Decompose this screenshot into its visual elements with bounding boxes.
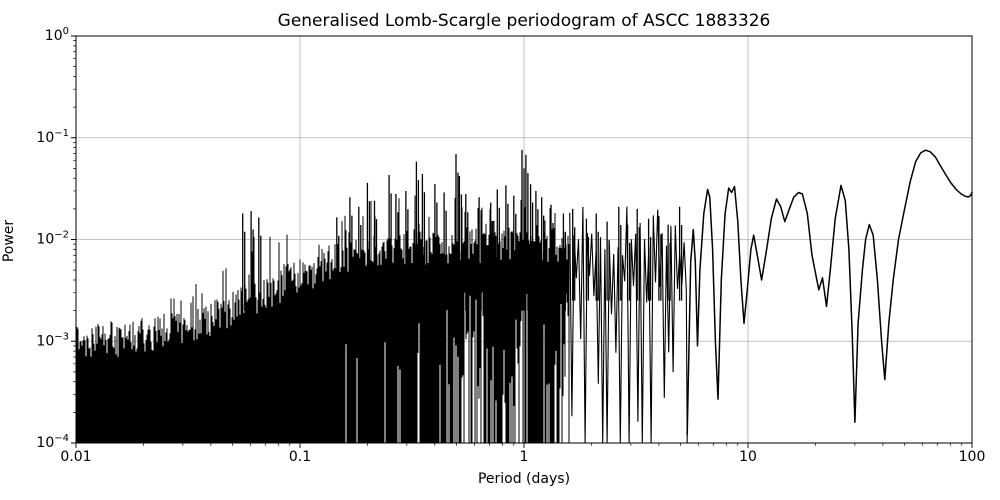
- y-tick-label: 10−2: [36, 230, 69, 248]
- x-tick-label: 100: [959, 449, 986, 465]
- x-tick-label: 0.1: [289, 449, 311, 465]
- chart-title: Generalised Lomb-Scargle periodogram of …: [277, 11, 771, 31]
- minor-ticks: [73, 40, 963, 446]
- x-tick-label: 1: [520, 449, 529, 465]
- y-tick-label: 10−4: [36, 433, 69, 451]
- x-axis-label: Period (days): [477, 471, 571, 487]
- y-tick-label: 10−1: [36, 128, 69, 146]
- major-ticks: [71, 35, 973, 448]
- y-tick-label: 100: [45, 26, 69, 44]
- plot-border: [75, 35, 973, 444]
- y-axis-label: Power: [1, 219, 17, 263]
- periodogram-major-peaks: [242, 149, 683, 311]
- x-tick-label: 0.01: [60, 449, 91, 465]
- periodogram-noise-region: [76, 195, 570, 443]
- periodogram-smooth-curve: [686, 149, 973, 436]
- y-tick-label: 10−3: [36, 331, 69, 349]
- x-tick-label: 10: [739, 449, 757, 465]
